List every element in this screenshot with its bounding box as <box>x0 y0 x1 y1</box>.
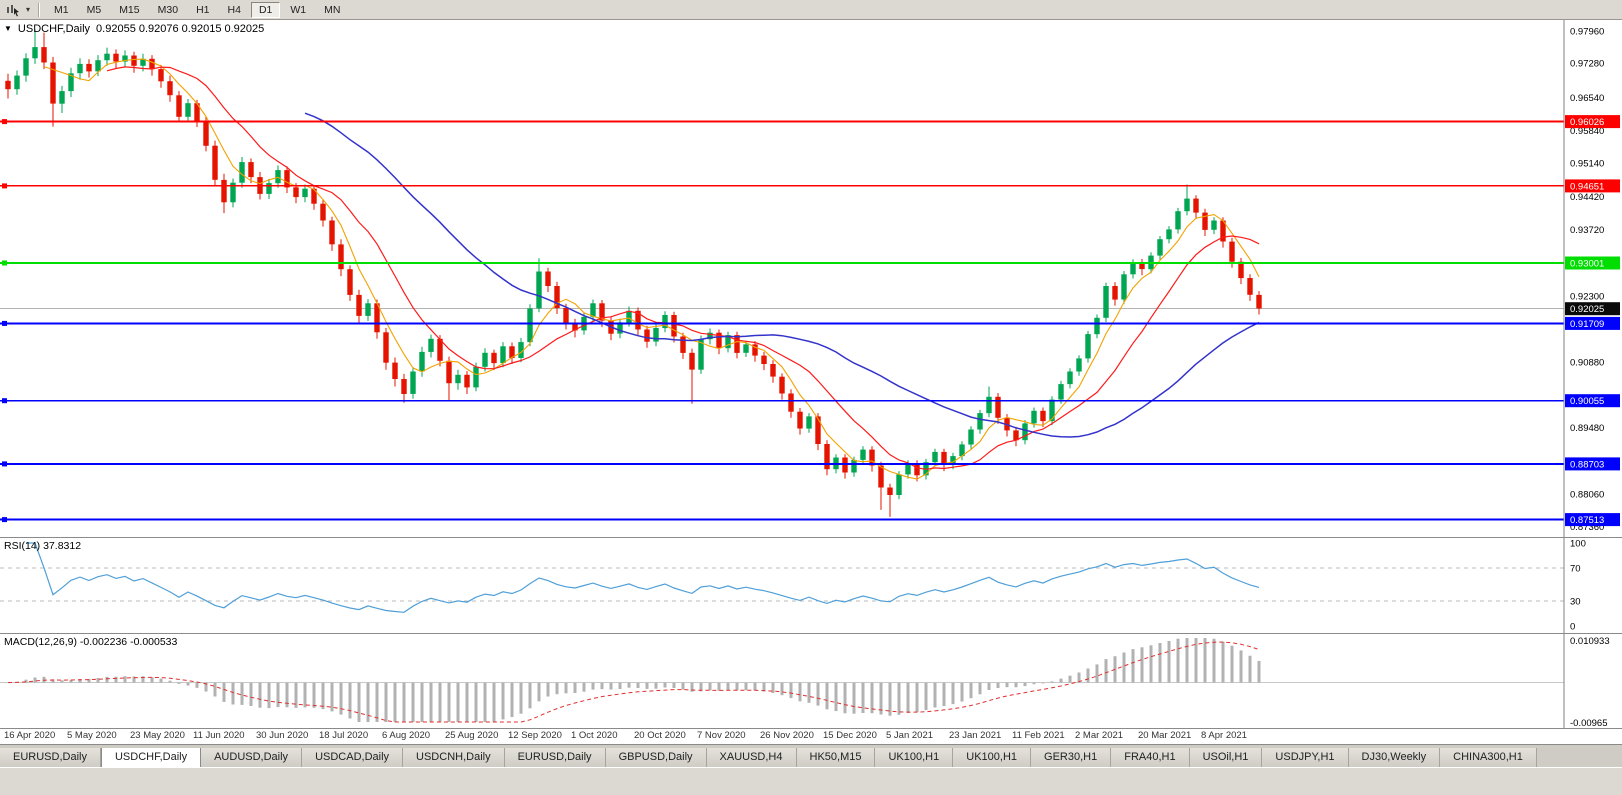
date-axis[interactable]: 16 Apr 2020 5 May 2020 23 May 2020 11 Jun 2… <box>0 728 1622 744</box>
dropdown-caret-icon[interactable]: ▾ <box>25 5 30 14</box>
date-label: 6 Aug 2020 <box>382 730 431 741</box>
svg-text:0.88703: 0.88703 <box>1570 459 1604 470</box>
date-label: 30 Jun 2020 <box>256 730 309 741</box>
date-label: 15 Dec 2020 <box>823 730 877 741</box>
macd-canvas[interactable]: 0.010933 -0.00965 <box>0 634 1622 728</box>
price-badge: 0.90055 <box>1565 394 1620 408</box>
svg-text:0.90055: 0.90055 <box>1570 396 1604 407</box>
svg-text:0.95840: 0.95840 <box>1570 126 1604 137</box>
date-label: 8 Apr 2021 <box>1201 730 1247 741</box>
svg-text:0.97960: 0.97960 <box>1570 27 1604 38</box>
timeframe-h4[interactable]: H4 <box>220 2 249 18</box>
timeframe-bar: M1 M5 M15 M30 H1 H4 D1 W1 MN <box>45 0 349 19</box>
main-chart-panel: 0.97960 0.97280 0.96540 0.95840 0.95140 0.944… <box>0 20 1622 537</box>
date-label: 12 Sep 2020 <box>508 730 562 741</box>
date-label: 1 Oct 2020 <box>571 730 618 741</box>
tab-xauusd-h4[interactable]: XAUUSD,H4 <box>706 748 797 767</box>
timeframe-mn[interactable]: MN <box>316 2 348 18</box>
price-badge: 0.93001 <box>1565 256 1620 270</box>
tab-ger30-h1[interactable]: GER30,H1 <box>1031 748 1112 767</box>
date-label: 23 Jan 2021 <box>949 730 1002 741</box>
tab-china300-h1[interactable]: CHINA300,H1 <box>1440 748 1537 767</box>
svg-text:0.93720: 0.93720 <box>1570 225 1604 236</box>
svg-text:0.91709: 0.91709 <box>1570 319 1604 330</box>
toolbar-separator <box>38 2 40 17</box>
svg-text:0.96026: 0.96026 <box>1570 117 1604 128</box>
price-badge: 0.87513 <box>1565 513 1620 527</box>
svg-text:70: 70 <box>1570 563 1581 574</box>
svg-text:0.94420: 0.94420 <box>1570 192 1604 203</box>
chart-tab-bar: EURUSD,Daily USDCHF,Daily AUDUSD,Daily USDC… <box>0 744 1622 767</box>
tab-usdcad-daily[interactable]: USDCAD,Daily <box>302 748 404 767</box>
date-label: 5 May 2020 <box>67 730 117 741</box>
tab-uk100-h1[interactable]: UK100,H1 <box>875 748 954 767</box>
svg-text:0.92025: 0.92025 <box>1570 304 1604 315</box>
tab-hk50-m15[interactable]: HK50,M15 <box>796 748 876 767</box>
date-label: 25 Aug 2020 <box>445 730 499 741</box>
price-badge: 0.96026 <box>1565 115 1620 129</box>
date-label: 18 Jul 2020 <box>319 730 369 741</box>
svg-text:0.87513: 0.87513 <box>1570 515 1604 526</box>
chart-cursor-icon[interactable] <box>4 2 22 18</box>
date-label: 16 Apr 2020 <box>4 730 56 741</box>
timeframe-m15[interactable]: M15 <box>111 2 147 18</box>
svg-text:0.89480: 0.89480 <box>1570 423 1604 434</box>
tab-gbpusd-daily[interactable]: GBPUSD,Daily <box>605 748 707 767</box>
price-badge: 0.91709 <box>1565 316 1620 330</box>
timeframe-h1[interactable]: H1 <box>188 2 217 18</box>
ma-mid <box>106 66 1260 470</box>
timeframe-w1[interactable]: W1 <box>282 2 314 18</box>
svg-text:30: 30 <box>1570 597 1581 608</box>
svg-text:0.90880: 0.90880 <box>1570 358 1604 369</box>
svg-text:0.87360: 0.87360 <box>1570 522 1604 533</box>
date-label: 5 Jan 2021 <box>886 730 934 741</box>
svg-text:0.97280: 0.97280 <box>1570 59 1604 70</box>
rsi-panel: 100 70 30 0 RSI(14) 37.8312 <box>0 537 1622 633</box>
date-label: 20 Oct 2020 <box>634 730 686 741</box>
svg-text:100: 100 <box>1570 539 1586 550</box>
one-click-arrow-icon[interactable]: ▼ <box>4 24 12 33</box>
svg-text:0.010933: 0.010933 <box>1570 636 1610 647</box>
ma-slow <box>304 112 1260 438</box>
status-bar <box>0 767 1622 795</box>
timeframe-m5[interactable]: M5 <box>79 2 110 18</box>
macd-panel: 0.010933 -0.00965 MACD(12,26,9) -0.002236… <box>0 633 1622 728</box>
svg-text:0.94651: 0.94651 <box>1570 181 1604 192</box>
timeframe-d1[interactable]: D1 <box>250 1 281 18</box>
timeframe-m1[interactable]: M1 <box>46 2 77 18</box>
top-toolbar: ▾ M1 M5 M15 M30 H1 H4 D1 W1 MN <box>0 0 1622 20</box>
svg-text:0.92300: 0.92300 <box>1570 291 1604 302</box>
svg-text:0: 0 <box>1570 622 1575 633</box>
date-label: 20 Mar 2021 <box>1138 730 1192 741</box>
tab-eurusd-daily[interactable]: EURUSD,Daily <box>0 748 101 767</box>
timeframe-m30[interactable]: M30 <box>150 2 186 18</box>
date-label: 26 Nov 2020 <box>760 730 814 741</box>
date-label: 11 Feb 2021 <box>1012 730 1065 741</box>
tab-uk100-h1[interactable]: UK100,H1 <box>953 748 1032 767</box>
svg-text:0.93001: 0.93001 <box>1570 259 1604 270</box>
svg-text:0.96540: 0.96540 <box>1570 93 1604 104</box>
tab-usdcnh-daily[interactable]: USDCNH,Daily <box>403 748 505 767</box>
date-label: 23 May 2020 <box>130 730 185 741</box>
price-badge: 0.92025 <box>1565 302 1620 316</box>
tab-usdjpy-h1[interactable]: USDJPY,H1 <box>1262 748 1349 767</box>
date-label: 2 Mar 2021 <box>1075 730 1124 741</box>
ma-fast <box>43 58 1260 480</box>
svg-text:-0.00965: -0.00965 <box>1570 718 1608 728</box>
price-badge: 0.94651 <box>1565 179 1620 193</box>
tab-dj30-weekly[interactable]: DJ30,Weekly <box>1348 748 1441 767</box>
tab-audusd-daily[interactable]: AUDUSD,Daily <box>201 748 303 767</box>
main-chart-canvas[interactable]: 0.97960 0.97280 0.96540 0.95840 0.95140 0.944… <box>0 20 1622 537</box>
tab-usdchf-daily[interactable]: USDCHF,Daily <box>100 748 202 767</box>
date-label: 11 Jun 2020 <box>193 730 245 741</box>
rsi-canvas[interactable]: 100 70 30 0 <box>0 538 1622 633</box>
price-badge: 0.88703 <box>1565 457 1620 471</box>
tab-eurusd-daily[interactable]: EURUSD,Daily <box>504 748 606 767</box>
date-label: 7 Nov 2020 <box>697 730 746 741</box>
tab-usoil-h1[interactable]: USOil,H1 <box>1189 748 1263 767</box>
svg-text:0.95140: 0.95140 <box>1570 159 1604 170</box>
tab-fra40-h1[interactable]: FRA40,H1 <box>1111 748 1190 767</box>
svg-text:0.88060: 0.88060 <box>1570 490 1604 501</box>
